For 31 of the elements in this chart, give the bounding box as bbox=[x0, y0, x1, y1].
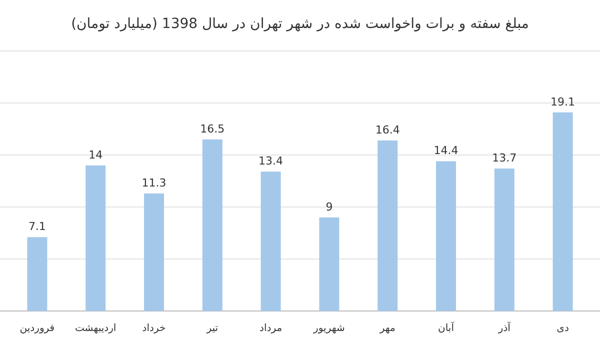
bar bbox=[27, 237, 48, 311]
bar bbox=[494, 168, 514, 311]
bar bbox=[144, 193, 164, 311]
data-label: 13.7 bbox=[492, 152, 517, 165]
data-label: 11.3 bbox=[142, 176, 166, 190]
data-label: 16.5 bbox=[200, 122, 225, 136]
bar bbox=[260, 172, 281, 311]
x-tick-label: آبان bbox=[438, 321, 456, 334]
data-label: 7.1 bbox=[28, 220, 46, 234]
data-label: 14.4 bbox=[434, 144, 458, 158]
bar bbox=[436, 161, 456, 311]
x-tick-label: شهریور bbox=[312, 323, 345, 334]
bar bbox=[319, 217, 340, 311]
x-tick-label: اردیبهشت bbox=[74, 323, 116, 334]
x-tick-label: آذر bbox=[497, 321, 512, 334]
bar bbox=[552, 112, 573, 311]
bar bbox=[86, 165, 106, 311]
x-tick-label: فروردین bbox=[20, 323, 55, 334]
data-label: 13.4 bbox=[258, 154, 284, 168]
bar bbox=[378, 140, 398, 311]
data-label: 19.1 bbox=[550, 95, 576, 108]
x-tick-label: تیر bbox=[206, 323, 218, 334]
x-tick-label: خرداد bbox=[142, 323, 166, 334]
chart-title: مبلغ سفته و برات واخواست شده در شهر تهران در سال 1398 (میلیارد تومان) bbox=[71, 16, 529, 32]
x-tick-label: مهر bbox=[378, 323, 396, 334]
x-tick-label: مرداد bbox=[260, 323, 282, 334]
data-label: 9 bbox=[326, 200, 333, 214]
x-tick-label: دی bbox=[556, 323, 569, 334]
data-label: 14 bbox=[88, 148, 103, 162]
bar bbox=[202, 139, 222, 311]
data-label: 16.4 bbox=[375, 123, 400, 136]
